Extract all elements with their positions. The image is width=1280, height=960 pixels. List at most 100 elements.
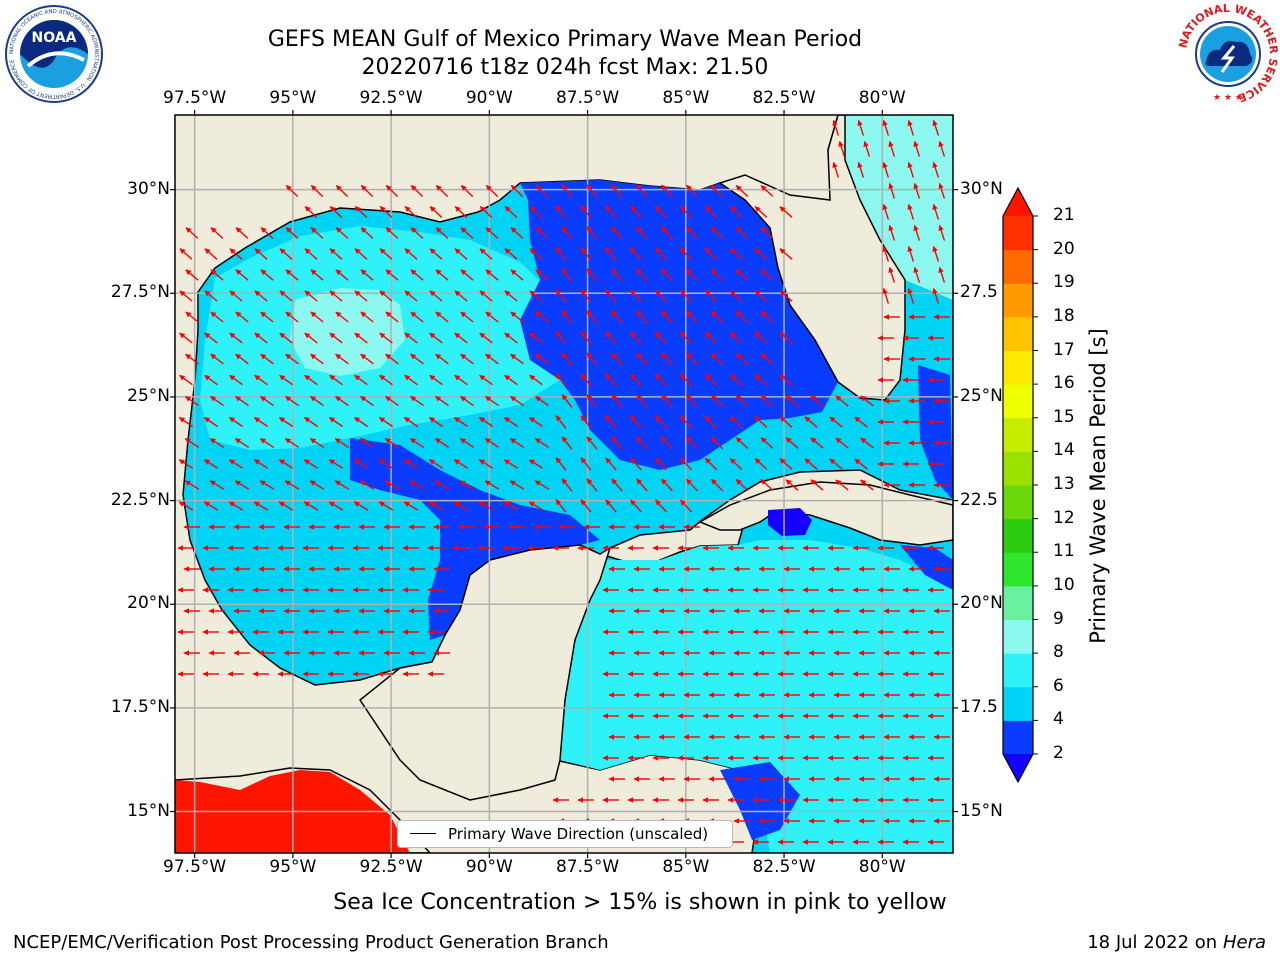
wave-arrow [580,247,592,261]
wave-arrow [534,438,550,448]
wave-arrow [704,247,718,261]
wave-arrow [335,353,349,365]
wave-arrow [403,459,419,469]
wave-arrow [385,311,399,323]
wave-arrow [735,436,749,450]
lat-tick-label-left: 15°N [127,800,170,821]
wave-arrow [435,269,449,281]
wave-arrow [229,248,243,260]
wave-arrow [503,459,519,469]
wave-arrow [932,203,940,220]
lon-tick-label-bottom: 90°W [465,857,513,877]
gridlines [175,115,953,853]
wave-arrow [932,161,940,178]
wave-arrow [279,332,293,344]
wave-arrow [235,227,249,239]
wave-arrow [938,140,946,157]
colorbar-segment [1003,316,1033,352]
wave-arrow [209,480,225,490]
wave-arrow [534,480,550,490]
wave-arrow [485,395,499,407]
wave-arrow [529,248,543,260]
wave-arrow [435,395,449,407]
wave-arrow [735,478,749,492]
wave-arrow [860,437,874,449]
wave-arrow [661,436,673,450]
wave-arrow [829,458,843,470]
wave-arrow [203,501,219,511]
wave-arrow [832,119,840,136]
lon-tick-label-bottom: 82.5°W [752,857,816,877]
wave-arrow [228,501,244,511]
wave-arrow [529,290,543,302]
zone-2s-florida-east [918,365,953,500]
lon-tick-label-top: 90°W [465,88,513,108]
wave-arrow [385,269,399,281]
wave-arrow [228,416,243,428]
wave-arrow [454,332,468,344]
wave-arrow [735,352,749,366]
wave-arrow [785,437,799,449]
wave-arrow [754,206,768,218]
wave-arrow [260,353,274,365]
wave-arrow [285,184,299,198]
wave-arrow [203,459,219,469]
colorbar-tick-label: 18 [1053,305,1075,326]
wave-arrow [605,205,617,219]
wave-arrow [210,227,224,239]
lon-tick-label-top: 87.5°W [555,88,620,108]
wave-arrow [605,457,617,471]
colorbar-tick-label: 11 [1053,541,1075,562]
wave-arrow [685,352,699,366]
lon-tick-label-bottom: 95°W [269,857,317,877]
wave-arrow [304,374,318,386]
wave-arrow [210,311,224,323]
wave-arrow [661,352,673,366]
wave-arrow [510,269,524,281]
wave-arrow [184,480,200,490]
wave-arrow [303,416,318,428]
wave-arrow [185,311,199,323]
wave-arrow [810,437,824,449]
colorbar-segment [1003,249,1033,284]
wave-arrow [428,459,444,469]
wave-arrow [404,374,418,386]
wave-arrow [210,395,224,407]
wave-arrow [254,332,268,344]
wave-arrow [510,184,524,198]
wave-arrow [710,394,724,408]
wave-arrow [353,459,369,469]
wave-arrow [754,290,768,302]
colorbar-tick-label: 12 [1053,507,1075,528]
wave-arrow [636,478,648,492]
wave-arrow [735,184,749,198]
wave-arrow [334,480,350,490]
footer-host: Hera [1222,932,1266,953]
wave-arrow [854,416,868,428]
wave-arrow [661,394,673,408]
wave-arrow [410,311,424,323]
zone-2s-campeche [350,438,600,640]
wave-arrow [760,185,774,197]
wave-arrow [580,457,592,471]
wave-arrow [303,501,319,511]
wave-arrow [661,184,673,198]
wave-arrow [760,479,774,491]
wave-arrow [860,395,874,407]
wave-arrow [555,457,567,471]
wave-arrow [504,374,518,386]
wave-arrow [882,119,890,136]
wave-arrow [478,501,494,511]
wave-arrow [636,226,648,240]
wave-arrow [260,311,274,323]
wave-arrow [278,416,293,428]
wave-arrow [636,352,648,366]
wave-arrow [309,438,325,448]
lat-tick-label-left: 25°N [127,385,170,406]
wave-arrow [360,353,374,365]
wave-arrow [254,248,268,260]
wave-arrow [611,478,623,492]
wave-arrow [479,205,493,219]
sea-ice-caption: Sea Ice Concentration > 15% is shown in … [333,890,947,915]
wave-arrow [385,227,399,239]
